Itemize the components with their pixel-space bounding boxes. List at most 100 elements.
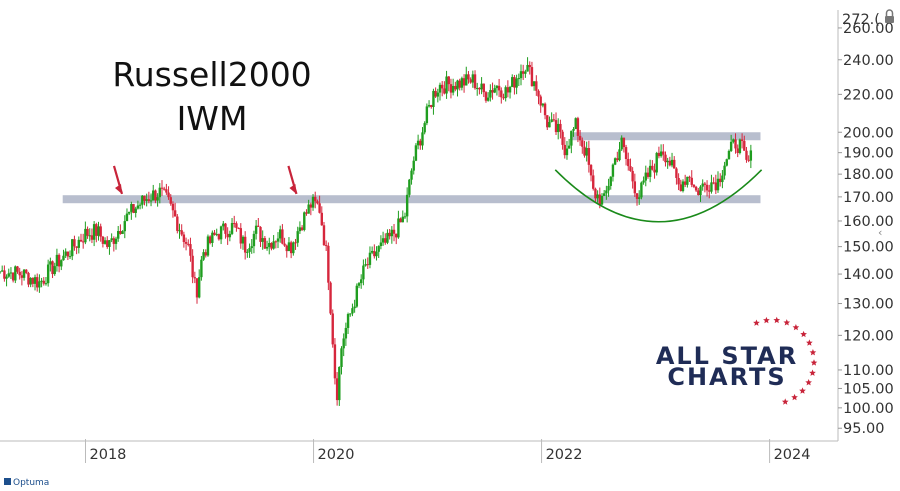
candle-body xyxy=(182,234,186,243)
candle-body xyxy=(138,204,142,206)
candle-body xyxy=(46,264,50,284)
candle-body xyxy=(160,187,164,189)
candle-body xyxy=(688,176,691,178)
candle-body xyxy=(403,216,407,218)
candle-body xyxy=(219,226,223,240)
candle-body xyxy=(198,277,201,298)
candle-body xyxy=(44,283,48,285)
candle-body xyxy=(359,279,363,284)
candle-body xyxy=(134,208,137,213)
candle-body xyxy=(519,71,523,79)
candle-body xyxy=(18,271,21,276)
candle-body xyxy=(662,151,665,155)
candle-body xyxy=(497,85,501,91)
brand-star xyxy=(809,369,816,376)
candle-body xyxy=(322,225,326,246)
brand-star xyxy=(805,379,812,386)
candle-body xyxy=(294,242,297,244)
candle-body xyxy=(567,145,571,149)
candle-body xyxy=(36,277,39,288)
candle-body xyxy=(162,188,166,190)
candle-body xyxy=(576,118,580,136)
brand-star xyxy=(781,398,789,405)
candle-body xyxy=(552,119,556,121)
candle-body xyxy=(399,218,402,223)
candle-body xyxy=(732,139,735,142)
candle-body xyxy=(410,170,413,180)
candle-body xyxy=(278,229,282,239)
candle-body xyxy=(147,199,151,201)
candle-body xyxy=(716,178,720,191)
candle-body xyxy=(719,178,722,183)
candle-body xyxy=(598,194,602,205)
candle-body xyxy=(71,239,74,257)
candle-body xyxy=(64,251,67,256)
candle-body xyxy=(97,226,100,236)
candle-body xyxy=(211,232,214,243)
candle-body xyxy=(303,212,306,230)
candle-body xyxy=(178,230,181,232)
candle-body xyxy=(423,123,426,133)
candle-body xyxy=(60,260,63,267)
candle-body xyxy=(101,236,105,244)
candle-body xyxy=(500,90,503,98)
candle-body xyxy=(631,170,634,182)
candle-body xyxy=(86,228,89,236)
candle-body xyxy=(333,344,337,379)
x-tick-label: 2020 xyxy=(318,447,355,463)
y-tick-label: 120.00 xyxy=(843,328,894,344)
candle-body xyxy=(721,175,724,183)
y-tick-label: 240.00 xyxy=(843,53,894,69)
candle-body xyxy=(386,232,389,243)
candle-body xyxy=(480,83,483,90)
candle-body xyxy=(587,148,591,165)
candle-body xyxy=(432,90,435,108)
candle-body xyxy=(489,90,492,98)
candle-body xyxy=(594,188,597,199)
candle-body xyxy=(657,152,661,157)
candle-body xyxy=(532,81,536,87)
collapse-handle[interactable]: ‹ xyxy=(878,226,882,239)
candle-body xyxy=(747,159,750,161)
candle-body xyxy=(335,378,339,401)
candle-body xyxy=(112,238,116,244)
candle-body xyxy=(3,270,6,279)
candle-body xyxy=(627,158,630,167)
y-tick-label: 160.00 xyxy=(843,214,894,230)
candle-body xyxy=(217,234,221,240)
candle-body xyxy=(434,90,437,97)
candle-body xyxy=(27,272,30,285)
candle-body xyxy=(644,172,647,181)
candle-body xyxy=(618,149,621,161)
candle-body xyxy=(49,261,52,265)
chart-title: Russell2000 xyxy=(112,55,311,94)
candle-body xyxy=(314,196,317,202)
lock-icon xyxy=(885,9,894,23)
candle-body xyxy=(259,226,262,242)
candle-body xyxy=(583,146,586,156)
candle-body xyxy=(14,266,17,281)
y-tick-label: 105.00 xyxy=(843,381,894,397)
candle-body xyxy=(521,71,525,74)
x-axis: 2018 2020 2022 2024 xyxy=(85,439,810,463)
candle-body xyxy=(31,278,35,284)
candle-body xyxy=(285,245,288,252)
candle-body xyxy=(103,240,107,244)
candle-body xyxy=(412,160,415,171)
candle-body xyxy=(504,87,507,99)
candle-body xyxy=(370,250,374,253)
candle-body xyxy=(272,241,275,249)
candle-body xyxy=(392,229,396,234)
candle-body xyxy=(184,242,188,244)
candle-body xyxy=(311,196,315,208)
candle-body xyxy=(543,103,547,116)
candle-body xyxy=(694,186,698,191)
candle-body xyxy=(202,252,205,260)
candle-body xyxy=(401,216,404,223)
candle-body xyxy=(456,80,459,90)
optuma-icon xyxy=(4,478,11,485)
candle-body xyxy=(397,218,400,238)
candle-body xyxy=(574,118,577,130)
candle-body xyxy=(436,92,440,97)
